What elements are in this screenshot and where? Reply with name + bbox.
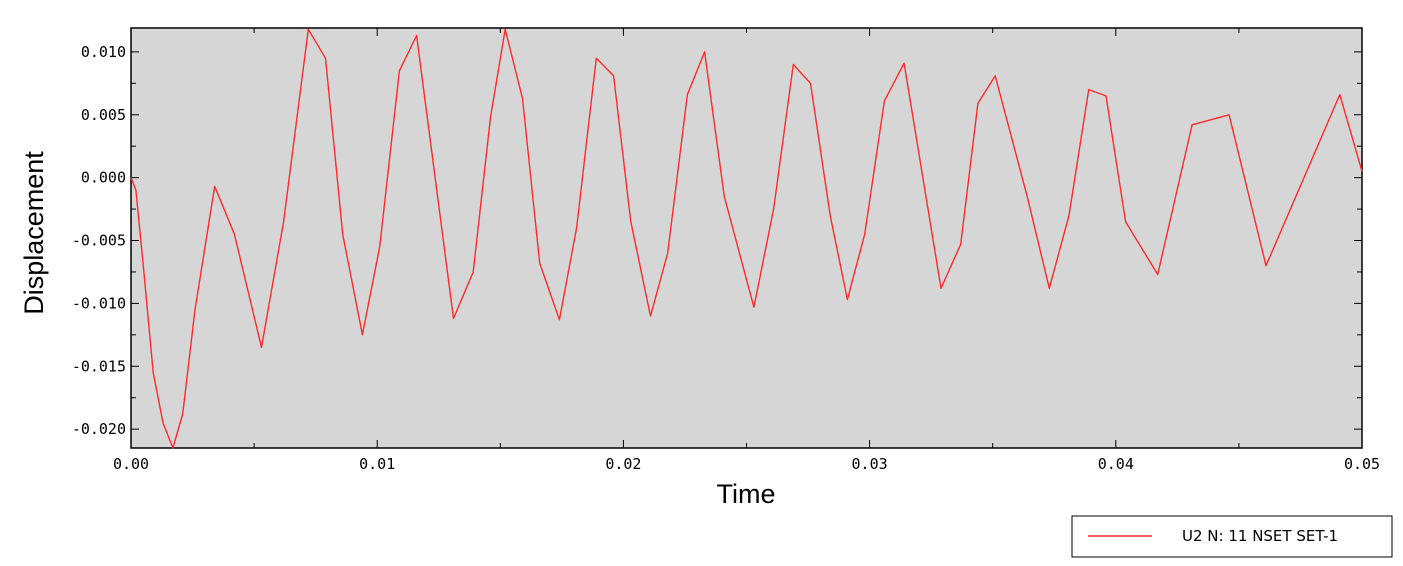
x-tick-labels: 0.00 0.01 0.02 0.03 0.04 0.05 — [113, 455, 1380, 473]
legend-label: U2 N: 11 NSET SET-1 — [1182, 527, 1338, 545]
y-tick-label: -0.020 — [72, 420, 126, 438]
y-tick-label: 0.005 — [81, 106, 126, 124]
x-tick-label: 0.03 — [852, 455, 888, 473]
y-tick-labels: 0.010 0.005 0.000 -0.005 -0.010 -0.015 -0.020 — [72, 43, 126, 438]
x-tick-label: 0.02 — [605, 455, 641, 473]
series-line — [130, 28, 1363, 449]
y-tick-label: 0.010 — [81, 43, 126, 61]
x-tick-label: 0.05 — [1344, 455, 1380, 473]
y-tick-label: -0.010 — [72, 294, 126, 312]
legend: U2 N: 11 NSET SET-1 — [1071, 515, 1393, 558]
y-tick-label: 0.000 — [81, 169, 126, 187]
plot-area — [130, 27, 1363, 449]
axis-ticks — [130, 28, 1363, 448]
x-tick-label: 0.00 — [113, 455, 149, 473]
y-tick-label: -0.015 — [72, 357, 126, 375]
y-axis-title: Displacement — [19, 151, 49, 315]
y-tick-label: -0.005 — [72, 232, 126, 250]
x-tick-label: 0.01 — [359, 455, 395, 473]
x-tick-label: 0.04 — [1098, 455, 1134, 473]
series-layer — [130, 28, 1363, 449]
x-axis-title: Time — [717, 479, 776, 509]
